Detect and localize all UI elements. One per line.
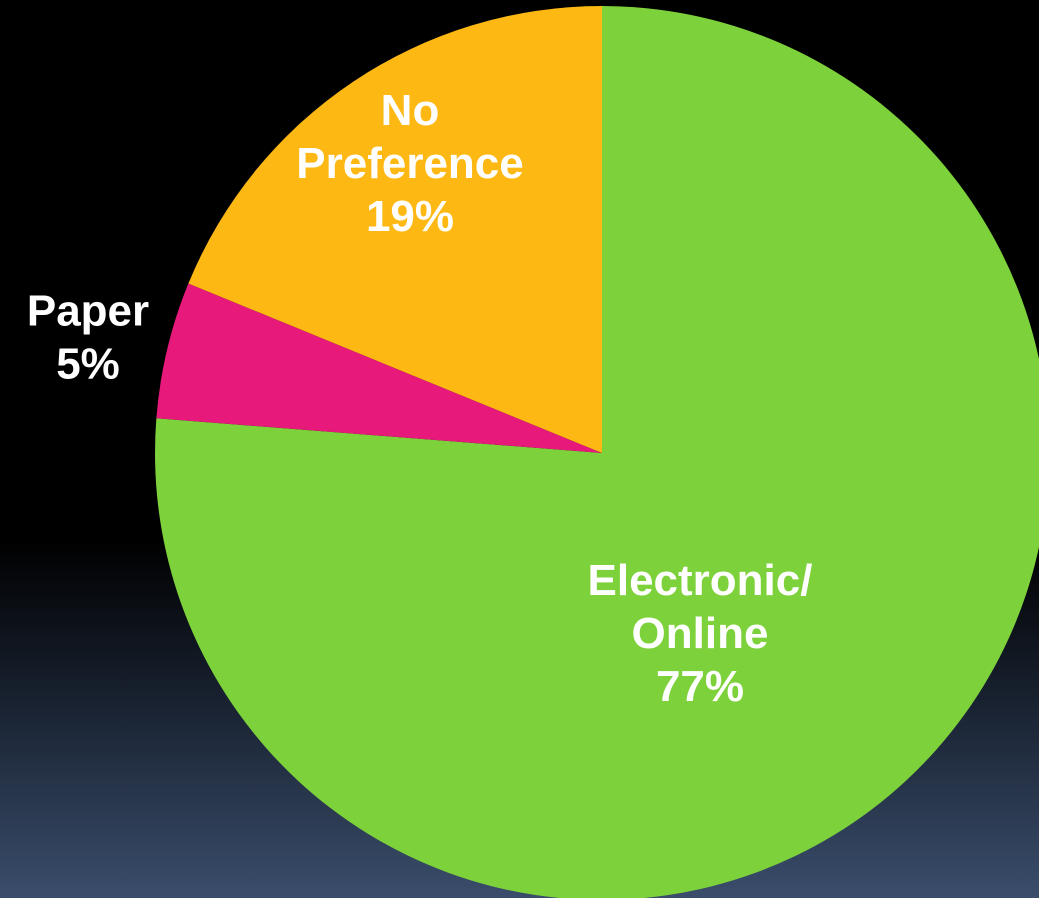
pie-slice-no-preference	[188, 6, 602, 453]
slice-name-electronic-online-line-2: Online	[632, 609, 769, 658]
slice-name-no-preference-line-1: No	[381, 86, 440, 135]
slice-name-no-preference-line-2: Preference	[296, 139, 523, 188]
pie-slices	[155, 6, 1039, 898]
slice-name-paper-line-1: Paper	[27, 287, 149, 336]
data-label-no-preference: 19%	[366, 192, 454, 241]
pie-slice-paper	[156, 283, 602, 453]
slice-name-electronic-online-line-1: Electronic/	[588, 556, 813, 605]
data-label-paper: 5%	[56, 340, 120, 389]
data-label-electronic-online: 77%	[656, 662, 744, 711]
pie-slice-electronic-online	[155, 6, 1039, 898]
